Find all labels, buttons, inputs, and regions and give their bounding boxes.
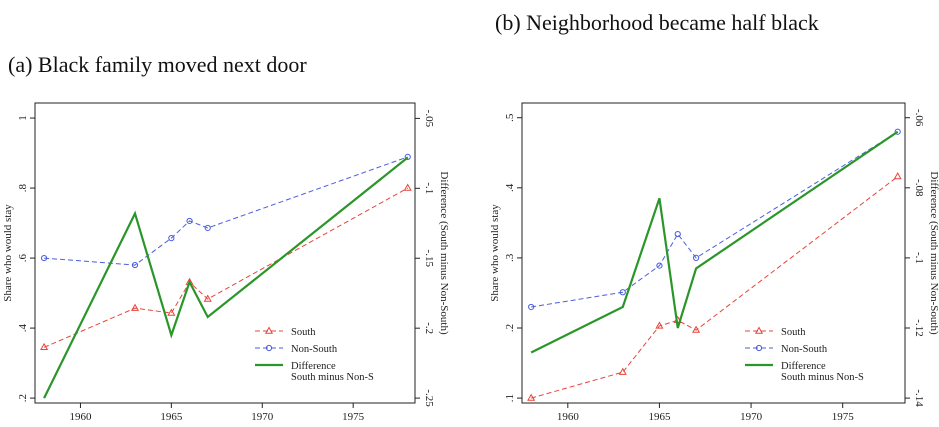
legend-marker <box>754 326 764 334</box>
panel-title: (a) Black family moved next door <box>8 52 307 77</box>
y-tick-label: .4 <box>17 323 29 332</box>
point-marker <box>893 172 902 180</box>
y-tick-label: .2 <box>504 324 516 332</box>
plot-frame <box>34 102 416 404</box>
series-line <box>531 131 898 308</box>
y2-tick-label: -.12 <box>913 319 925 336</box>
point-marker <box>655 321 664 329</box>
point-marker <box>167 308 176 316</box>
y-tick-label: .4 <box>504 183 516 192</box>
y-tick-label: .8 <box>17 183 29 192</box>
point-marker <box>168 235 175 242</box>
series-line <box>44 156 408 266</box>
point-marker <box>618 367 627 375</box>
point-marker <box>186 217 193 225</box>
y2-tick-label: -.25 <box>423 389 435 407</box>
y2-tick-label: -.1 <box>423 182 435 194</box>
point-marker <box>527 393 536 401</box>
series-line <box>531 176 898 399</box>
y-tick-label: .1 <box>504 394 516 402</box>
legend-label: Non-South <box>291 344 338 355</box>
y2-axis-label: Difference (South minus Non-South) <box>928 171 939 335</box>
plot-frame <box>521 102 906 404</box>
point-marker <box>40 342 49 351</box>
point-marker <box>131 261 139 269</box>
point-marker <box>403 183 412 191</box>
y-tick-label: .6 <box>17 253 29 262</box>
y2-axis-label: Difference (South minus Non-South) <box>438 171 450 335</box>
y-axis-label: Share who would stay <box>489 204 501 302</box>
y2-tick-label: -.1 <box>913 252 925 264</box>
y2-tick-label: -.08 <box>913 179 925 197</box>
point-marker <box>656 262 663 269</box>
legend-label: South <box>781 327 806 338</box>
y2-tick-label: -.15 <box>423 250 435 268</box>
point-marker <box>404 153 411 161</box>
x-tick-label: 1960 <box>69 411 92 423</box>
legend-label: Difference South minus Non-S <box>291 361 374 383</box>
legend-label: South <box>291 327 316 338</box>
panel-title: (b) Neighborhood became half black <box>495 10 819 35</box>
point-marker <box>204 224 211 232</box>
x-tick-label: 1970 <box>740 411 763 423</box>
y-tick-label: .5 <box>504 113 516 122</box>
point-marker <box>692 254 700 262</box>
x-tick-label: 1975 <box>832 411 855 423</box>
legend-marker <box>264 326 274 334</box>
point-marker <box>40 254 48 262</box>
legend-label: Difference South minus Non-S <box>781 361 864 383</box>
x-tick-label: 1965 <box>648 411 671 423</box>
y-axis-label: Share who would stay <box>2 204 14 302</box>
series-line <box>43 156 409 399</box>
legend-marker <box>265 344 273 352</box>
y-tick-label: .3 <box>504 253 516 262</box>
y2-tick-label: -.05 <box>423 110 435 128</box>
x-tick-label: 1960 <box>557 411 580 423</box>
x-tick-label: 1975 <box>342 411 365 423</box>
point-marker <box>528 303 535 311</box>
y2-tick-label: -.14 <box>913 389 925 407</box>
legend-marker <box>755 344 763 352</box>
x-tick-label: 1965 <box>160 411 183 423</box>
point-marker <box>894 128 901 135</box>
series-line <box>530 130 899 354</box>
point-marker <box>619 289 626 296</box>
point-marker <box>692 325 701 333</box>
series-line <box>43 187 408 348</box>
x-tick-label: 1970 <box>251 411 274 423</box>
legend-label: Non-South <box>781 344 828 355</box>
y2-tick-label: -.2 <box>423 322 435 334</box>
point-marker <box>674 230 681 238</box>
y2-tick-label: -.06 <box>913 109 925 127</box>
y-tick-label: 1 <box>17 115 29 121</box>
point-marker <box>130 303 140 311</box>
point-marker <box>203 294 212 302</box>
y-tick-label: .2 <box>17 394 29 402</box>
